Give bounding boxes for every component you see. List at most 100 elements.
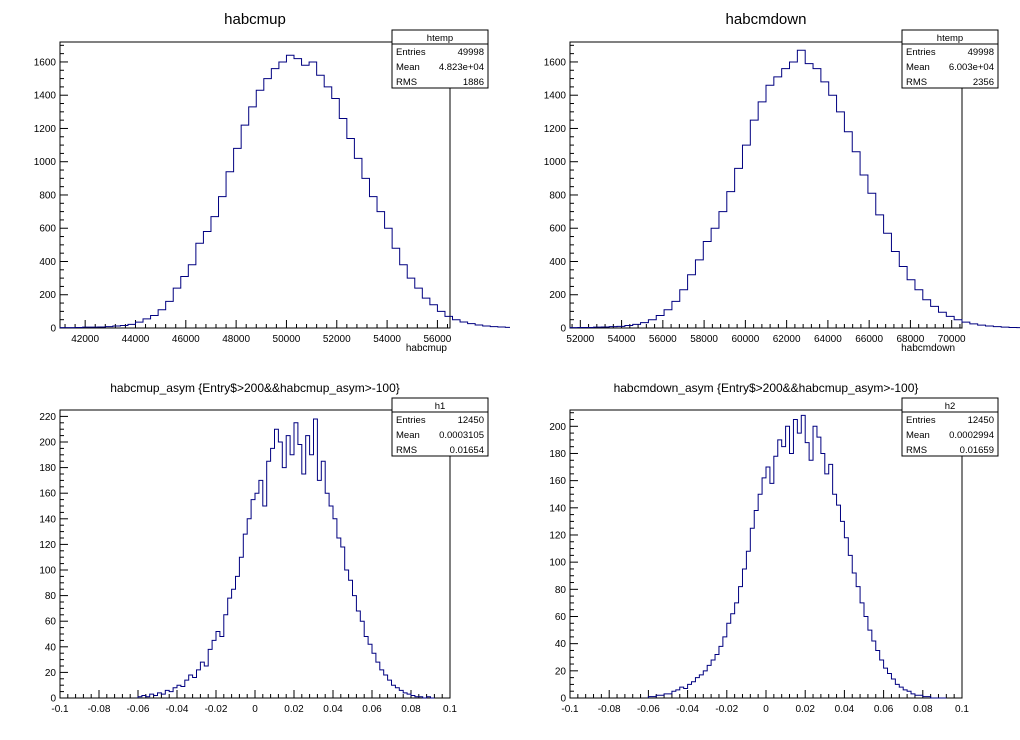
- y-tick-label: 140: [549, 503, 566, 514]
- stats-row-label: Mean: [906, 430, 930, 441]
- x-tick-label: 54000: [608, 334, 636, 345]
- stats-row-value: 12450: [968, 415, 994, 426]
- pad-habcmdown-asym: habcmdown_asym {Entry$>200&&habcmup_asym…: [510, 370, 1020, 740]
- y-tick-label: 0: [50, 324, 56, 335]
- stats-box-frame: [391, 29, 489, 89]
- histogram-habcmup-asym: habcmup_asym {Entry$>200&&habcmup_asym>-…: [39, 381, 489, 715]
- y-tick-label: 120: [549, 530, 566, 541]
- stats-row-value: 0.0002994: [949, 430, 994, 441]
- x-tick-label: 0.04: [835, 704, 855, 715]
- stats-row-value: 4.823e+04: [439, 62, 484, 73]
- x-tick-label: 0.04: [323, 704, 343, 715]
- stats-row-label: RMS: [906, 445, 927, 456]
- stats-row-value: 0.01659: [960, 445, 994, 456]
- histogram-habcmup: habcmup 42000 44000 46000 48000 50000 52000 540…: [34, 11, 510, 354]
- stats-row-label: RMS: [396, 445, 417, 456]
- x-tick-label: -0.04: [166, 704, 189, 715]
- pad-habcmup: habcmup 42000 44000 46000 48000 50000 52000 540…: [0, 0, 510, 370]
- stats-row-label: Entries: [396, 415, 426, 426]
- x-tick-label: -0.06: [637, 704, 660, 715]
- x-tick-label: -0.08: [88, 704, 111, 715]
- x-tick-label: -0.04: [676, 704, 699, 715]
- x-tick-label: 0.08: [913, 704, 933, 715]
- y-tick-label: 140: [39, 514, 56, 525]
- x-tick-label: 58000: [690, 334, 718, 345]
- x-tick-label: 70000: [938, 334, 966, 345]
- stats-box: h2 Entries 12450 Mean 0.0002994 RMS 0.01659: [901, 397, 999, 457]
- y-tick-label: 0: [560, 694, 566, 705]
- y-tick-label: 1600: [34, 57, 57, 68]
- x-tick-label: 42000: [71, 334, 99, 345]
- x-tick-label: 0.1: [443, 704, 457, 715]
- x-tick-label: 64000: [814, 334, 842, 345]
- chart-title: habcmup: [224, 11, 286, 28]
- x-tick-label: 48000: [222, 334, 250, 345]
- stats-row-label: Entries: [396, 47, 426, 58]
- stats-box-frame: [391, 397, 489, 457]
- x-tick-label: -0.08: [598, 704, 621, 715]
- stats-box-frame: [901, 397, 999, 457]
- y-tick-label: 1000: [544, 157, 567, 168]
- y-tick-label: 40: [45, 642, 57, 653]
- y-tick-label: 400: [39, 257, 56, 268]
- y-tick-label: 800: [549, 190, 566, 201]
- y-tick-label: 200: [39, 438, 56, 449]
- stats-box-name: h2: [945, 401, 956, 412]
- x-tick-label: 0: [252, 704, 258, 715]
- stats-row-label: Entries: [906, 415, 936, 426]
- x-tick-label: 46000: [172, 334, 200, 345]
- stats-row-value: 12450: [458, 415, 484, 426]
- x-tick-label: 68000: [897, 334, 925, 345]
- y-tick-label: 600: [549, 224, 566, 235]
- stats-row-value: 0.0003105: [439, 430, 484, 441]
- x-tick-label: 50000: [273, 334, 301, 345]
- plot-frame: [59, 41, 451, 329]
- plot-frame: [569, 41, 963, 329]
- pad-habcmup-asym: habcmup_asym {Entry$>200&&habcmup_asym>-…: [0, 370, 510, 740]
- x-axis-title: habcmup: [406, 343, 448, 354]
- stats-row-label: Entries: [906, 47, 936, 58]
- x-tick-label: 56000: [424, 334, 452, 345]
- x-tick-label: 62000: [773, 334, 801, 345]
- x-tick-label: 0.06: [874, 704, 894, 715]
- chart-title: habcmup_asym {Entry$>200&&habcmup_asym>-…: [110, 381, 400, 395]
- y-tick-label: 220: [39, 412, 56, 423]
- x-tick-label: 52000: [566, 334, 594, 345]
- y-tick-label: 80: [555, 585, 567, 596]
- y-tick-label: 1400: [34, 91, 57, 102]
- stats-box-name: htemp: [427, 33, 453, 44]
- x-tick-label: -0.1: [51, 704, 69, 715]
- y-tick-label: 800: [39, 190, 56, 201]
- y-tick-label: 1200: [34, 124, 57, 135]
- y-tick-label: 180: [549, 449, 566, 460]
- stats-row-value: 49998: [458, 47, 484, 58]
- y-tick-label: 400: [549, 257, 566, 268]
- x-tick-label: 0.06: [362, 704, 382, 715]
- histogram-step-line: [569, 49, 1020, 329]
- y-tick-label: 0: [50, 694, 56, 705]
- x-tick-label: 0.02: [284, 704, 304, 715]
- stats-box: h1 Entries 12450 Mean 0.0003105 RMS 0.01654: [391, 397, 489, 457]
- y-tick-label: 600: [39, 224, 56, 235]
- stats-row-value: 1886: [463, 77, 484, 88]
- x-tick-label: -0.06: [127, 704, 150, 715]
- y-tick-label: 80: [45, 591, 57, 602]
- x-tick-label: 0.02: [795, 704, 815, 715]
- histogram-habcmdown-asym: habcmdown_asym {Entry$>200&&habcmup_asym…: [549, 381, 999, 715]
- y-tick-label: 60: [45, 617, 57, 628]
- chart-title: habcmdown: [726, 11, 807, 28]
- x-tick-label: 56000: [649, 334, 677, 345]
- stats-box-name: h1: [435, 401, 446, 412]
- y-tick-label: 1000: [34, 157, 57, 168]
- histogram-step-line: [137, 418, 435, 699]
- y-tick-label: 200: [549, 422, 566, 433]
- y-tick-label: 20: [45, 668, 57, 679]
- y-tick-label: 160: [549, 476, 566, 487]
- stats-box-name: htemp: [937, 33, 963, 44]
- histogram-habcmdown: habcmdown 52000 54000 56000 58000 60000 62000 6…: [544, 11, 1020, 354]
- stats-row-value: 0.01654: [450, 445, 484, 456]
- y-tick-label: 200: [39, 290, 56, 301]
- pad-habcmdown: habcmdown 52000 54000 56000 58000 60000 62000 6…: [510, 0, 1020, 370]
